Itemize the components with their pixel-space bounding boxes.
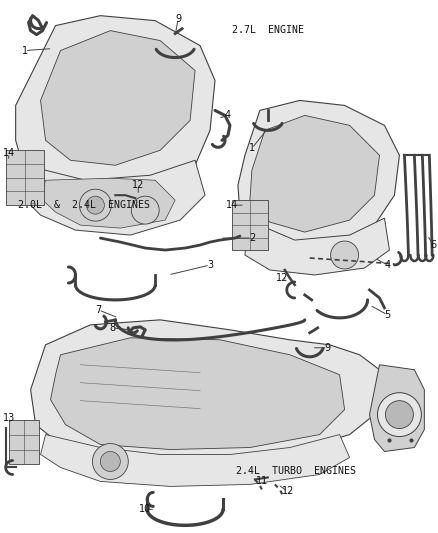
- Polygon shape: [41, 434, 350, 487]
- Polygon shape: [245, 218, 389, 275]
- Circle shape: [92, 443, 128, 480]
- Text: 2.4L  TURBO  ENGINES: 2.4L TURBO ENGINES: [237, 466, 357, 476]
- Text: 12: 12: [282, 487, 294, 496]
- Circle shape: [100, 451, 120, 472]
- Circle shape: [131, 196, 159, 224]
- Text: 3: 3: [207, 260, 213, 270]
- Bar: [9, 419, 39, 464]
- Bar: [6, 150, 43, 205]
- Circle shape: [385, 401, 413, 429]
- Circle shape: [86, 196, 104, 214]
- Polygon shape: [50, 338, 345, 449]
- Polygon shape: [41, 178, 175, 228]
- Text: 11: 11: [256, 477, 268, 487]
- Polygon shape: [250, 116, 379, 232]
- Circle shape: [79, 189, 111, 221]
- Polygon shape: [238, 100, 399, 250]
- Text: 10: 10: [139, 504, 152, 514]
- Bar: [232, 200, 268, 250]
- Text: 4: 4: [225, 110, 231, 120]
- Polygon shape: [16, 15, 215, 205]
- Polygon shape: [31, 320, 385, 462]
- Text: 6: 6: [430, 240, 436, 250]
- Text: 12: 12: [276, 273, 288, 283]
- Text: 1: 1: [249, 143, 255, 154]
- Text: 14: 14: [226, 200, 238, 210]
- Text: 7: 7: [95, 305, 102, 315]
- Text: 12: 12: [132, 180, 145, 190]
- Text: 1: 1: [21, 45, 28, 55]
- Text: 2.0L  &  2.4L  ENGINES: 2.0L & 2.4L ENGINES: [18, 200, 150, 211]
- Text: 9: 9: [175, 14, 181, 23]
- Text: 13: 13: [3, 413, 15, 423]
- Text: 2.7L  ENGINE: 2.7L ENGINE: [232, 25, 304, 35]
- Polygon shape: [370, 365, 424, 451]
- Circle shape: [331, 241, 359, 269]
- Text: 4: 4: [385, 260, 391, 270]
- Text: 14: 14: [3, 148, 15, 158]
- Polygon shape: [41, 30, 195, 165]
- Text: 9: 9: [325, 343, 331, 353]
- Polygon shape: [21, 160, 205, 235]
- Text: 5: 5: [384, 310, 391, 320]
- Text: 8: 8: [109, 323, 115, 333]
- Circle shape: [378, 393, 421, 437]
- Text: 2: 2: [249, 233, 255, 243]
